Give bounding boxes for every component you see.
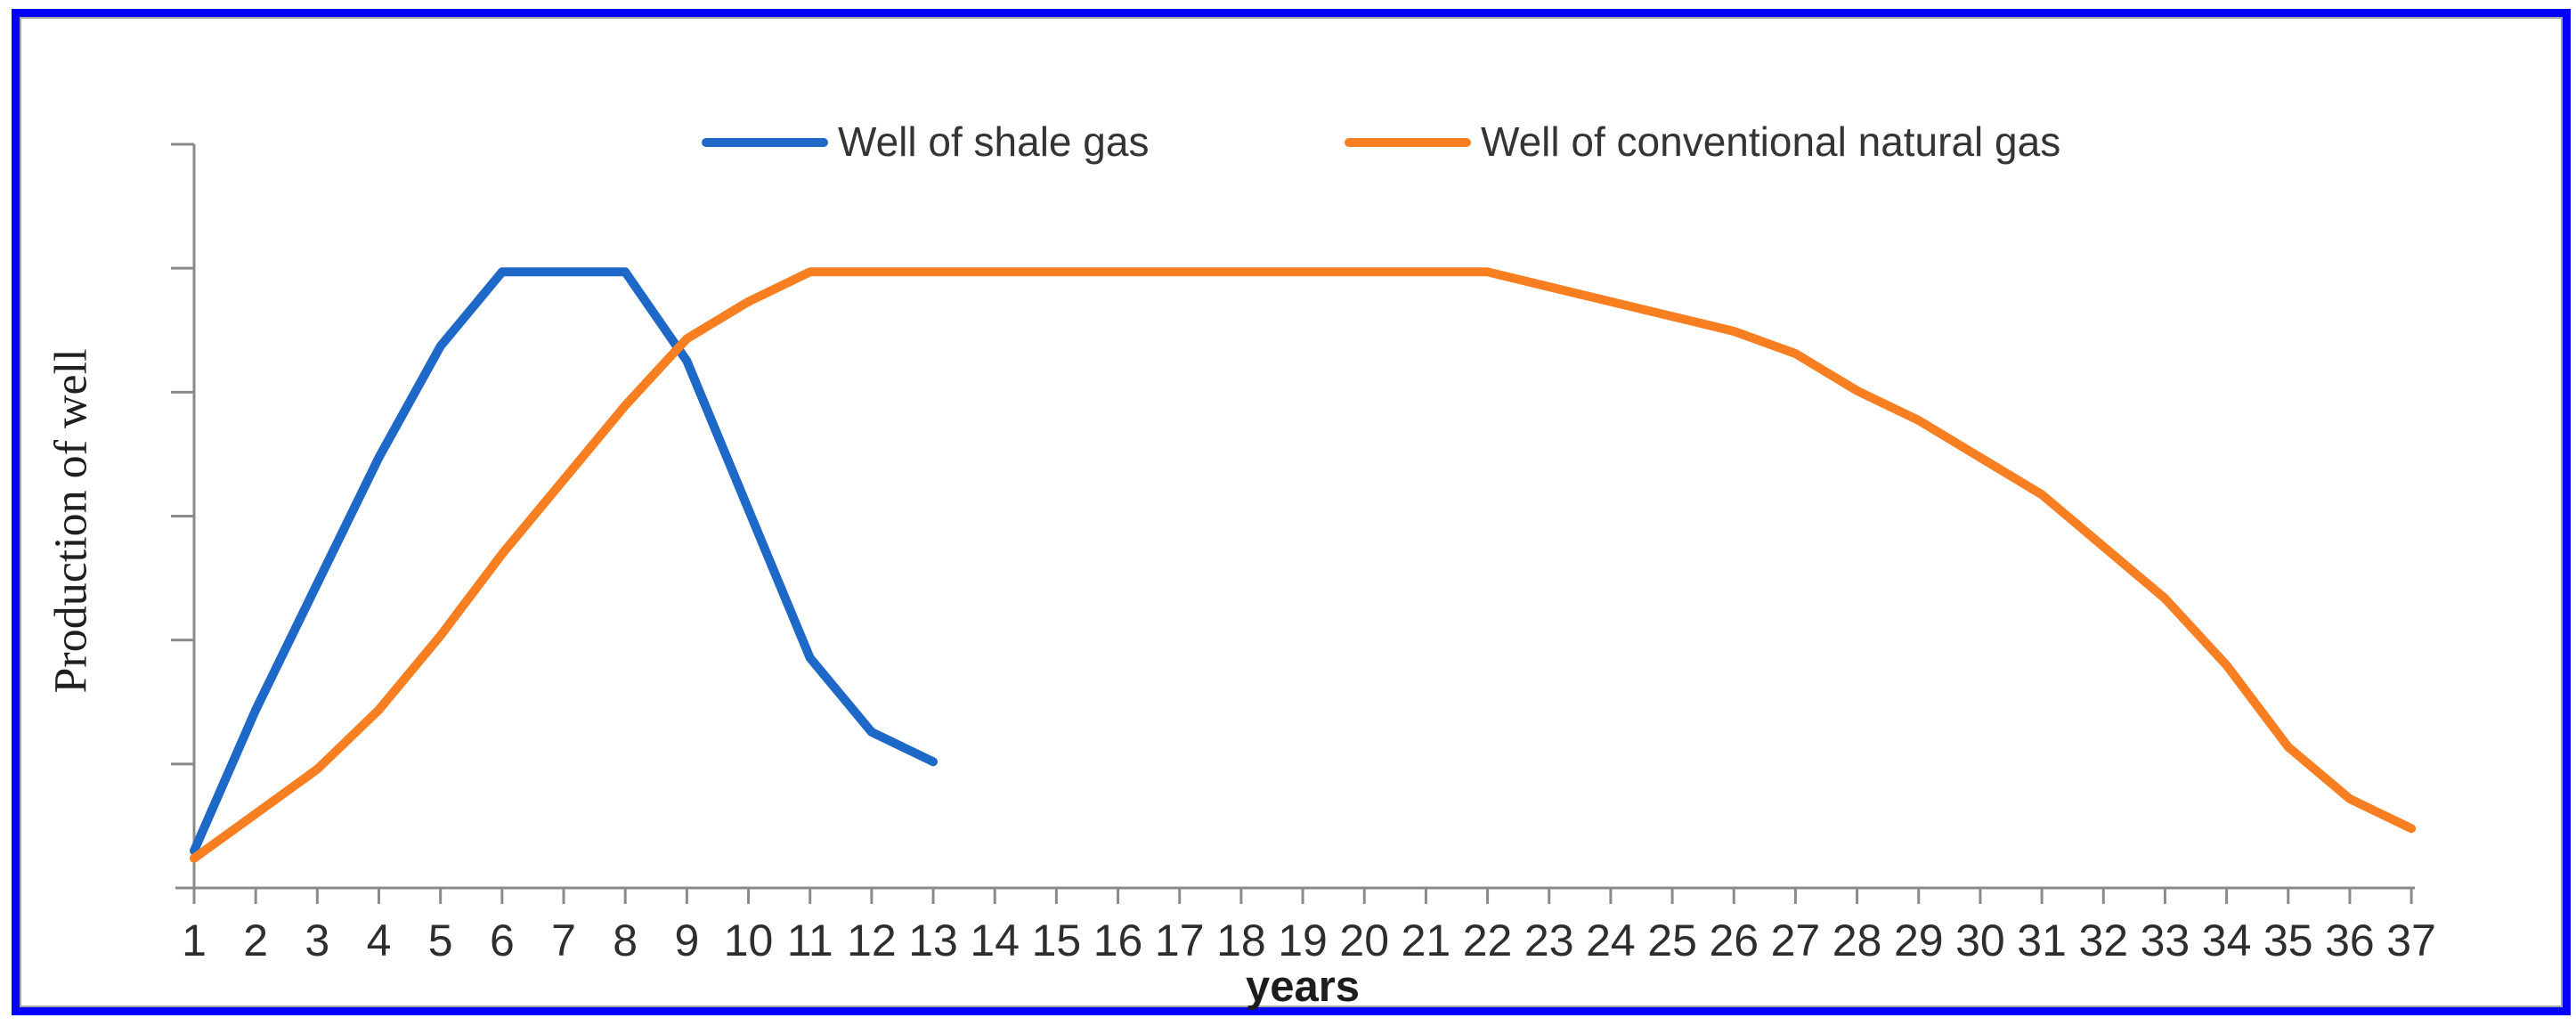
x-tick-label: 9 bbox=[674, 916, 699, 965]
x-tick-label: 21 bbox=[1402, 916, 1451, 965]
series-line-well-of-conventional-natural-gas bbox=[190, 267, 2417, 863]
x-tick-label: 1 bbox=[182, 916, 207, 965]
x-tick-label: 20 bbox=[1339, 916, 1389, 965]
inner-gray-border bbox=[20, 17, 2563, 1007]
x-tick-label: 10 bbox=[724, 916, 774, 965]
series-line-well-of-shale-gas bbox=[190, 267, 938, 856]
x-tick-label: 22 bbox=[1463, 916, 1513, 965]
x-tick-label: 15 bbox=[1032, 916, 1082, 965]
x-tick-label: 29 bbox=[1894, 916, 1944, 965]
x-tick-label: 14 bbox=[970, 916, 1020, 965]
x-tick-label: 37 bbox=[2386, 916, 2436, 965]
x-axis-title: years bbox=[1245, 963, 1361, 1011]
x-tick-label: 4 bbox=[367, 916, 392, 965]
x-tick-label: 30 bbox=[1955, 916, 2005, 965]
x-tick-label: 12 bbox=[847, 916, 897, 965]
x-tick-label: 5 bbox=[428, 916, 453, 965]
x-tick-label: 23 bbox=[1524, 916, 1574, 965]
shale-gas-legend-label: Well of shale gas bbox=[838, 118, 1150, 165]
x-tick-label: 34 bbox=[2202, 916, 2252, 965]
x-tick-label: 17 bbox=[1155, 916, 1205, 965]
x-tick-label: 13 bbox=[908, 916, 958, 965]
x-tick-label: 32 bbox=[2078, 916, 2128, 965]
x-tick-label: 31 bbox=[2017, 916, 2067, 965]
x-tick-label: 6 bbox=[490, 916, 515, 965]
x-tick-label: 16 bbox=[1093, 916, 1143, 965]
x-tick-label: 24 bbox=[1586, 916, 1636, 965]
x-tick-label: 18 bbox=[1216, 916, 1266, 965]
conventional-gas-legend-swatch bbox=[1345, 138, 1471, 147]
x-tick-label: 36 bbox=[2325, 916, 2375, 965]
x-tick-label: 19 bbox=[1278, 916, 1328, 965]
x-tick-label: 3 bbox=[305, 916, 329, 965]
x-tick-label: 8 bbox=[613, 916, 638, 965]
x-tick-label: 27 bbox=[1771, 916, 1821, 965]
conventional-gas-legend-label: Well of conventional natural gas bbox=[1481, 118, 2061, 165]
x-tick-label: 33 bbox=[2141, 916, 2190, 965]
y-axis-title: Production of well bbox=[45, 348, 97, 694]
outer-blue-border bbox=[12, 9, 2571, 1015]
x-tick-label: 7 bbox=[551, 916, 576, 965]
shale-gas-legend-swatch bbox=[702, 138, 828, 147]
x-tick-label: 26 bbox=[1709, 916, 1759, 965]
x-tick-label: 11 bbox=[787, 916, 833, 965]
x-tick-label: 2 bbox=[243, 916, 268, 965]
x-tick-label: 25 bbox=[1647, 916, 1697, 965]
x-tick-label: 28 bbox=[1832, 916, 1882, 965]
x-tick-label: 35 bbox=[2263, 916, 2313, 965]
